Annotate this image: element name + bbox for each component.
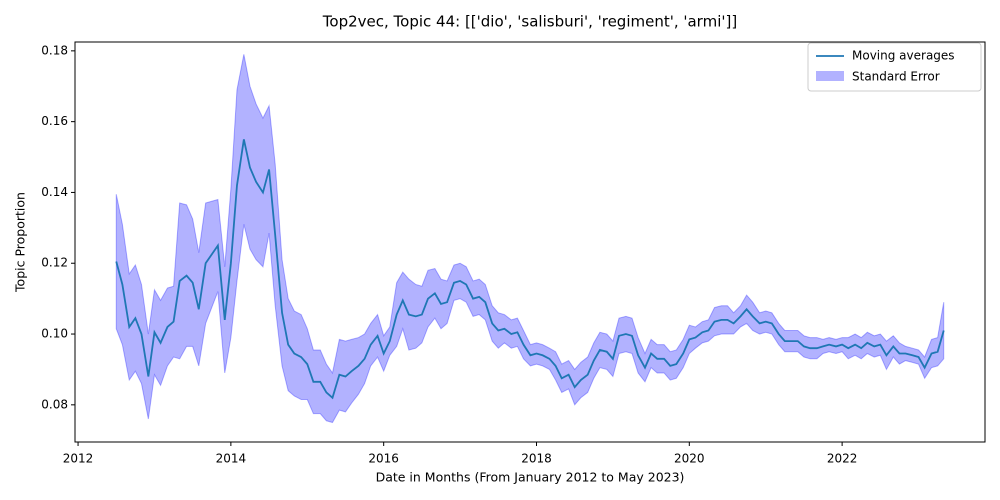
y-tick-label: 0.14 (41, 185, 68, 199)
x-tick-label: 2014 (216, 452, 247, 466)
x-tick-label: 2020 (674, 452, 705, 466)
x-tick-label: 2012 (63, 452, 94, 466)
legend-box (807, 42, 982, 92)
x-tick-label: 2022 (827, 452, 858, 466)
y-axis-label: Topic Proportion (13, 192, 28, 293)
legend-band-swatch (816, 71, 844, 81)
legend-label: Standard Error (852, 70, 940, 84)
x-tick-label: 2016 (368, 452, 399, 466)
y-tick-label: 0.10 (41, 327, 68, 341)
plot-frame (74, 41, 986, 443)
y-tick-label: 0.16 (41, 114, 68, 128)
chart-title: Top2vec, Topic 44: [['dio', 'salisburi',… (322, 13, 737, 31)
x-tick-label: 2018 (521, 452, 552, 466)
y-tick-label: 0.08 (41, 397, 68, 411)
line (115, 139, 945, 400)
legend-label: Moving averages (852, 49, 955, 63)
y-tick-label: 0.18 (41, 43, 68, 57)
error-band (115, 54, 945, 424)
y-tick-label: 0.12 (41, 256, 68, 270)
x-axis-label: Date in Months (From January 2012 to May… (376, 470, 685, 485)
